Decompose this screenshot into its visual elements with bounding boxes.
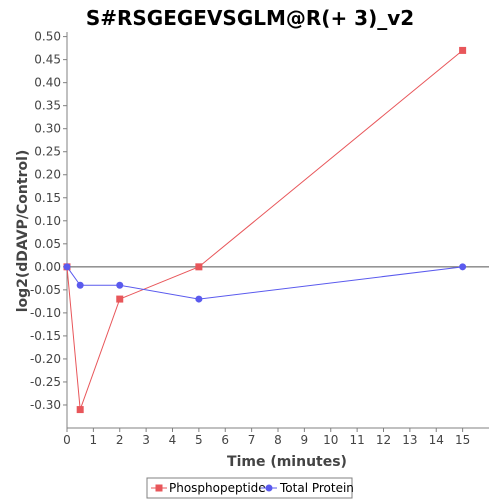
x-tick-label: 0: [63, 433, 71, 447]
x-tick-label: 4: [169, 433, 177, 447]
legend-box: [146, 477, 353, 499]
data-point-total-protein: [195, 295, 203, 303]
legend-marker-total-protein: [265, 484, 273, 492]
data-point-total-protein: [116, 281, 124, 289]
legend-item-total-protein: Total Protein: [261, 481, 354, 495]
y-tick-label: 0.50: [34, 30, 61, 44]
data-point-phosphopeptide: [459, 46, 467, 54]
y-tick-label: 0.05: [34, 237, 61, 251]
plot-area: [67, 32, 489, 428]
x-tick-label: 8: [274, 433, 282, 447]
x-tick-label: 3: [142, 433, 150, 447]
series-total-protein: [63, 263, 467, 303]
x-axis-title: Time (minutes): [227, 454, 347, 470]
y-tick-label: 0.10: [34, 214, 61, 228]
x-tick-label: 11: [349, 433, 364, 447]
y-tick-label: -0.05: [30, 283, 61, 297]
x-tick-label: 10: [323, 433, 338, 447]
x-tick-label: 1: [90, 433, 98, 447]
x-tick-label: 2: [116, 433, 124, 447]
y-tick-label: 0.30: [34, 122, 61, 136]
data-point-phosphopeptide: [195, 263, 203, 271]
data-point-phosphopeptide: [76, 406, 84, 414]
y-tick-label: 0.25: [34, 145, 61, 159]
y-tick-label: 0.15: [34, 191, 61, 205]
legend-item-phosphopeptide: Phosphopeptide: [151, 481, 266, 495]
chart-title: S#RSGEGEVSGLM@R(+ 3)_v2: [86, 6, 414, 30]
y-tick-label: -0.20: [30, 352, 61, 366]
x-tick-label: 15: [455, 433, 470, 447]
data-point-phosphopeptide: [116, 295, 124, 303]
legend-marker-phosphopeptide: [155, 484, 163, 492]
y-tick-label: 0.45: [34, 53, 61, 67]
y-tick-label: 0.35: [34, 99, 61, 113]
x-tick-label: 12: [376, 433, 391, 447]
legend-label-total-protein: Total Protein: [279, 481, 354, 495]
x-tick-label: 6: [221, 433, 229, 447]
x-tick-label: 7: [248, 433, 256, 447]
y-tick-label: 0.00: [34, 260, 61, 274]
x-tick-label: 13: [402, 433, 417, 447]
legend: Phosphopeptide Total Protein: [146, 477, 354, 499]
y-tick-label: -0.30: [30, 398, 61, 412]
y-tick-label: 0.40: [34, 76, 61, 90]
data-point-total-protein: [459, 263, 467, 271]
data-point-total-protein: [63, 263, 71, 271]
x-tick-label: 14: [429, 433, 444, 447]
y-tick-label: -0.15: [30, 329, 61, 343]
legend-label-phosphopeptide: Phosphopeptide: [169, 481, 266, 495]
data-point-total-protein: [76, 281, 84, 289]
y-tick-label: -0.25: [30, 375, 61, 389]
x-tick-label: 9: [301, 433, 309, 447]
y-axis-title: log2(dDAVP/Control): [15, 150, 31, 313]
y-tick-label: 0.20: [34, 168, 61, 182]
x-tick-label: 5: [195, 433, 203, 447]
y-tick-label: -0.10: [30, 306, 61, 320]
